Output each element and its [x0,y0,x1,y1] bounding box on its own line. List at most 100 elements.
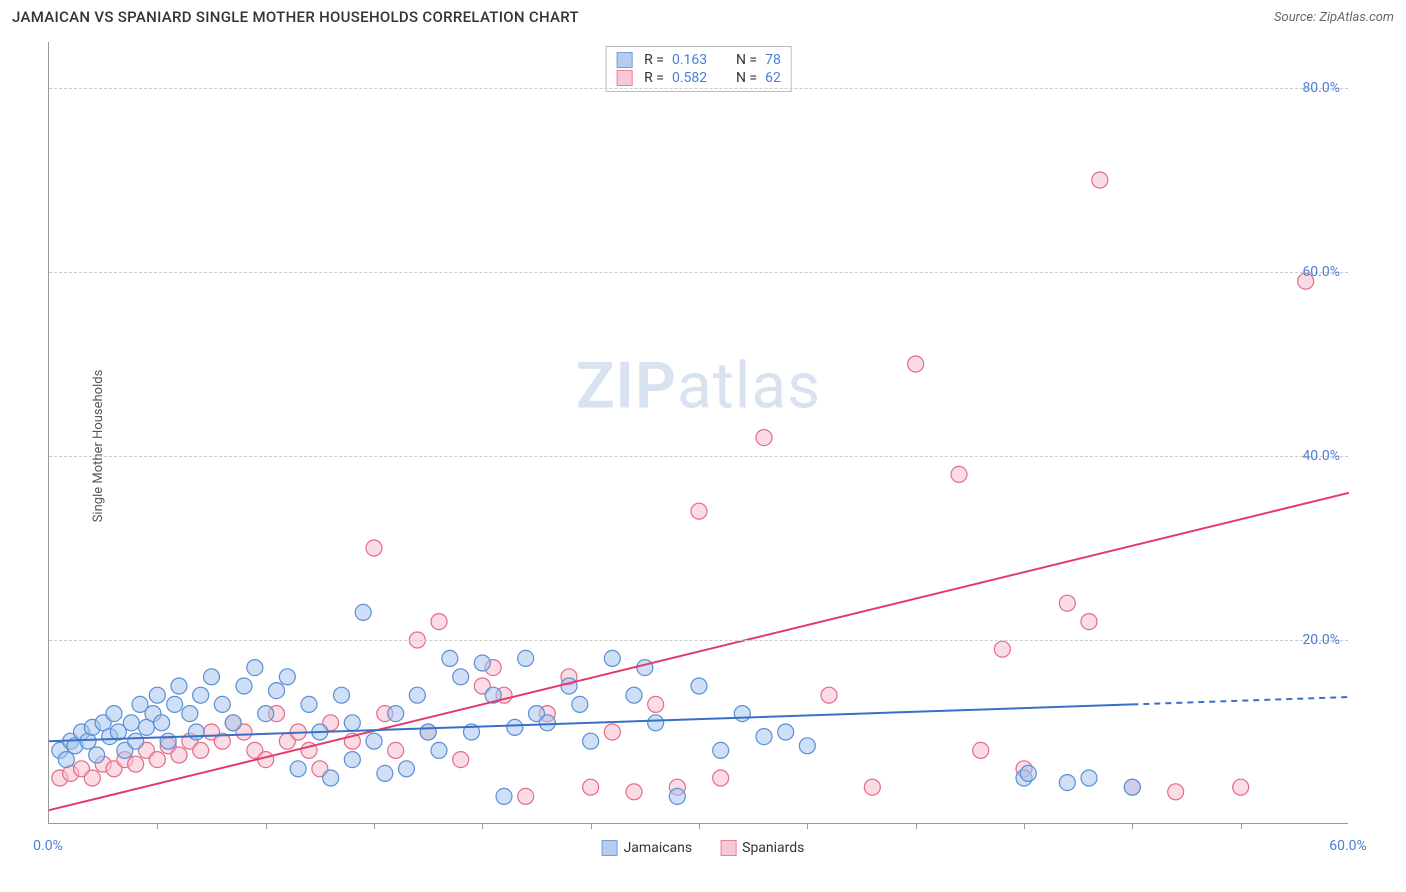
scatter-point [149,752,165,768]
scatter-point [626,784,642,800]
scatter-point [583,779,599,795]
scatter-point [778,724,794,740]
x-tick [482,823,483,829]
n-label: N = [736,70,757,86]
y-tick-label: 80.0% [1302,80,1340,96]
n-value: 62 [765,70,781,86]
legend-swatch [720,840,736,856]
scatter-point [377,765,393,781]
scatter-point [691,503,707,519]
r-label: R = [644,52,664,68]
scatter-point [171,678,187,694]
scatter-point [334,687,350,703]
scatter-point [648,696,664,712]
scatter-point [58,752,74,768]
regression-line [1132,697,1349,704]
grid-line [49,640,1348,641]
scatter-point [182,706,198,722]
scatter-point [669,788,685,804]
grid-line [49,88,1348,89]
scatter-point [89,747,105,763]
scatter-point [193,687,209,703]
scatter-point [583,733,599,749]
scatter-point [225,715,241,731]
scatter-point [388,742,404,758]
scatter-point [1059,595,1075,611]
scatter-point [149,687,165,703]
series-legend: JamaicansSpaniards [602,840,805,856]
legend-item-spaniards: Spaniards [720,840,804,856]
scatter-point [518,788,534,804]
scatter-point [344,752,360,768]
n-label: N = [736,52,757,68]
legend-row-jamaicans: R =0.163N =78 [616,51,781,69]
scatter-point [561,678,577,694]
scatter-point [1124,779,1140,795]
x-tick-label: 60.0% [1329,838,1367,854]
scatter-point [1233,779,1249,795]
scatter-point [626,687,642,703]
scatter-point [1059,775,1075,791]
correlation-legend: R =0.163N =78R =0.582N =62 [605,46,792,92]
scatter-point [290,761,306,777]
scatter-point [713,742,729,758]
source-attribution: Source: ZipAtlas.com [1274,10,1394,25]
scatter-point [409,687,425,703]
scatter-point [518,650,534,666]
scatter-point [431,742,447,758]
r-value: 0.163 [672,52,720,68]
r-label: R = [644,70,664,86]
scatter-point [756,430,772,446]
legend-swatch [616,70,632,86]
scatter-point [691,678,707,694]
scatter-point [604,724,620,740]
scatter-point [648,715,664,731]
scatter-point [572,696,588,712]
scatter-point [167,696,183,712]
scatter-svg [49,42,1348,823]
x-tick [916,823,917,829]
scatter-point [366,733,382,749]
scatter-point [1081,614,1097,630]
scatter-point [188,724,204,740]
scatter-point [193,742,209,758]
scatter-point [442,650,458,666]
legend-label: Spaniards [742,840,804,856]
scatter-point [1092,172,1108,188]
legend-swatch [602,840,618,856]
scatter-point [269,683,285,699]
scatter-point [951,466,967,482]
x-tick [1132,823,1133,829]
scatter-point [388,706,404,722]
x-tick [1241,823,1242,829]
x-tick [699,823,700,829]
scatter-point [1081,770,1097,786]
x-tick [1024,823,1025,829]
scatter-point [799,738,815,754]
y-tick-label: 40.0% [1302,448,1340,464]
scatter-point [323,770,339,786]
scatter-point [258,706,274,722]
scatter-point [864,779,880,795]
scatter-point [821,687,837,703]
scatter-point [420,724,436,740]
scatter-point [474,655,490,671]
y-tick-label: 20.0% [1302,632,1340,648]
scatter-point [431,614,447,630]
scatter-point [496,788,512,804]
scatter-point [366,540,382,556]
scatter-point [756,729,772,745]
scatter-point [539,715,555,731]
scatter-point [247,660,263,676]
scatter-point [507,719,523,735]
scatter-point [123,715,139,731]
legend-swatch [616,52,632,68]
grid-line [49,272,1348,273]
scatter-point [453,669,469,685]
y-tick-label: 60.0% [1302,264,1340,280]
scatter-point [908,356,924,372]
x-tick [591,823,592,829]
scatter-point [301,696,317,712]
scatter-point [453,752,469,768]
x-tick [807,823,808,829]
